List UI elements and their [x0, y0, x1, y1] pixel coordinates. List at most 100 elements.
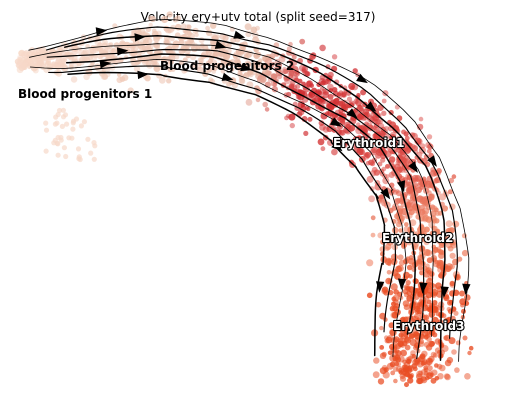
cell-point: [60, 107, 66, 113]
cell-point: [440, 250, 446, 255]
cell-point: [448, 177, 455, 184]
cell-point: [60, 58, 68, 65]
cell-point: [409, 318, 417, 325]
cell-point: [69, 135, 75, 141]
cell-point: [410, 322, 416, 328]
cell-point: [286, 46, 292, 52]
cell-point: [417, 265, 423, 271]
cell-point: [321, 98, 328, 105]
cell-point: [59, 123, 65, 129]
cell-point: [414, 305, 421, 313]
cell-point: [390, 253, 398, 261]
cell-point: [417, 291, 423, 296]
cell-point: [80, 34, 87, 40]
cell-point: [381, 166, 387, 172]
cell-point: [125, 48, 131, 54]
cell-point: [404, 147, 412, 154]
cell-point: [426, 134, 433, 140]
cell-point: [172, 40, 180, 48]
cell-point: [409, 338, 417, 347]
cell-point: [272, 73, 278, 79]
cell-point: [356, 122, 361, 127]
cell-point: [206, 67, 212, 73]
cell-point: [425, 249, 433, 257]
cell-point: [61, 145, 67, 151]
velocity-arrowhead: [329, 117, 342, 127]
cell-point: [28, 47, 36, 54]
cell-point: [318, 120, 325, 126]
cell-point: [81, 119, 87, 125]
cell-point: [397, 254, 404, 261]
cell-point: [78, 123, 84, 129]
cell-point: [27, 56, 33, 63]
cell-point: [388, 322, 395, 329]
cell-point: [418, 250, 425, 257]
cell-point: [459, 298, 467, 306]
cell-point: [151, 58, 157, 64]
cell-point: [196, 66, 204, 74]
cell-point: [386, 362, 394, 370]
cell-point: [411, 174, 419, 182]
cell-point: [319, 86, 325, 91]
cell-point: [392, 126, 400, 134]
cell-point: [447, 189, 453, 195]
cell-point: [352, 68, 358, 74]
cell-point: [379, 352, 387, 359]
cell-point: [424, 295, 429, 301]
cell-point: [428, 311, 436, 318]
cell-point: [403, 131, 409, 137]
cell-point: [400, 368, 408, 376]
cell-point: [438, 273, 443, 279]
cell-point: [432, 332, 438, 338]
cell-point: [80, 50, 88, 59]
cell-point: [381, 98, 387, 104]
cell-point: [127, 87, 134, 94]
cell-point: [423, 238, 430, 246]
cell-point: [288, 113, 296, 121]
cell-point: [297, 89, 303, 95]
cell-point: [350, 85, 355, 91]
cell-point: [393, 198, 401, 205]
cell-point: [376, 148, 382, 153]
cell-point: [52, 121, 59, 127]
cell-point: [357, 113, 364, 120]
cell-point: [117, 72, 122, 78]
cell-point: [366, 142, 372, 148]
cell-point: [210, 59, 218, 67]
cell-point: [210, 33, 217, 40]
cell-point: [412, 326, 420, 334]
cell-point: [444, 359, 452, 367]
cell-point: [400, 349, 407, 357]
cell-point: [407, 286, 415, 293]
cell-point: [389, 343, 396, 350]
cell-point: [303, 130, 309, 136]
cell-point: [196, 45, 202, 51]
cell-point: [404, 222, 409, 227]
cell-point: [464, 294, 471, 301]
cell-point: [372, 371, 380, 379]
cluster-label: Blood progenitors 1: [18, 87, 152, 101]
cell-point: [434, 363, 439, 368]
cell-point: [370, 136, 379, 145]
cell-point: [211, 64, 218, 72]
velocity-arrowhead: [427, 155, 437, 167]
cell-point: [70, 126, 76, 132]
cell-point: [205, 25, 211, 31]
cell-point: [394, 104, 400, 110]
velocity-arrowhead: [380, 187, 391, 200]
velocity-streamline: [65, 53, 416, 335]
cell-point: [393, 378, 398, 384]
velocity-arrowhead: [95, 27, 108, 36]
cell-point: [426, 196, 433, 203]
cell-point: [418, 354, 426, 362]
cell-point: [208, 77, 214, 83]
cell-point: [451, 174, 457, 179]
cell-point: [187, 38, 194, 45]
cell-point: [412, 204, 419, 211]
cell-point: [450, 241, 457, 249]
cell-point: [429, 372, 435, 378]
cell-point: [404, 135, 410, 141]
cell-point: [205, 29, 213, 36]
cell-point: [415, 213, 422, 220]
cell-point: [331, 148, 338, 156]
